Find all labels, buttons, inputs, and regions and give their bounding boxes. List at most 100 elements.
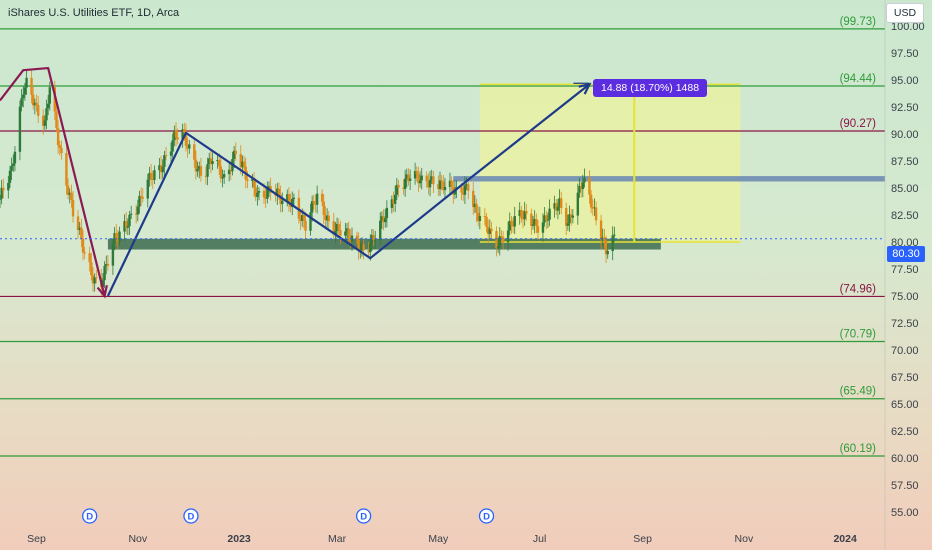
candle-body	[302, 215, 306, 221]
candle-body	[467, 183, 470, 191]
candle-body	[18, 106, 22, 152]
candle-body	[134, 213, 138, 215]
candle-body	[163, 155, 166, 167]
candle-body	[347, 228, 350, 239]
candle-body	[566, 223, 570, 226]
candle-body	[473, 203, 477, 208]
candle-body	[12, 163, 15, 167]
candle-body	[264, 197, 267, 199]
candle-body	[292, 197, 296, 199]
maroon-trendline-arrow	[96, 284, 108, 299]
candle-body	[81, 238, 85, 253]
candle-body	[281, 200, 284, 205]
candle-body	[599, 220, 603, 240]
y-tick-label: 55.00	[891, 507, 919, 519]
candle-body	[397, 184, 400, 188]
candle-body	[111, 244, 115, 266]
y-tick-label: 70.00	[891, 345, 919, 357]
candle-body	[345, 228, 349, 232]
candle-body	[219, 166, 223, 179]
candle-body	[320, 193, 324, 202]
candle-body	[312, 201, 316, 204]
candle-body	[66, 185, 70, 195]
candle-body	[70, 192, 73, 201]
currency-button[interactable]: USD	[886, 3, 924, 23]
y-tick-label: 57.50	[891, 480, 919, 492]
candle-body	[91, 275, 95, 284]
candle-body	[116, 238, 120, 242]
candle-body	[254, 187, 257, 197]
candle-body	[287, 194, 291, 203]
candle-body	[286, 194, 289, 201]
candle-body	[7, 182, 10, 191]
candle-body	[440, 180, 443, 182]
candle-body	[209, 158, 213, 165]
candle-body	[257, 191, 261, 193]
candle-body	[490, 228, 493, 232]
candle-body	[46, 103, 50, 109]
candle-body	[535, 219, 538, 227]
candle-body	[30, 77, 33, 95]
candle-body	[169, 151, 173, 156]
candle-body	[251, 178, 254, 181]
candle-body	[83, 252, 86, 254]
candle-body	[462, 192, 465, 195]
candle-body	[78, 227, 81, 230]
x-tick-label: Mar	[328, 533, 347, 545]
candle-body	[141, 197, 144, 199]
candle-body	[407, 174, 410, 181]
candle-body	[362, 244, 365, 251]
candle-body	[276, 188, 279, 196]
candle-body	[0, 187, 3, 199]
candle-body	[13, 151, 17, 164]
candle-body	[349, 238, 352, 242]
candle-body	[128, 214, 131, 227]
candle-body	[438, 180, 442, 190]
candle-body	[304, 220, 307, 231]
candle-body	[0, 198, 2, 200]
candle-body	[23, 87, 27, 95]
candle-body	[593, 207, 596, 209]
blue-trendline	[106, 83, 591, 297]
x-tick-label: Sep	[633, 533, 652, 545]
candle-body	[199, 166, 203, 176]
candle-body	[76, 216, 80, 230]
x-tick-label: May	[428, 533, 449, 545]
candle-body	[208, 158, 211, 165]
candle-body	[332, 221, 335, 235]
candle-body	[510, 220, 513, 225]
candle-body	[48, 87, 52, 104]
candle-body	[448, 180, 452, 187]
candle-body	[548, 208, 551, 220]
x-tick-label: 2024	[833, 533, 857, 545]
candle-body	[25, 77, 28, 88]
candle-body	[392, 199, 395, 204]
y-tick-label: 100.00	[891, 21, 925, 33]
candle-body	[10, 166, 13, 171]
y-tick-label: 97.50	[891, 48, 919, 60]
candle-body	[206, 164, 209, 177]
y-tick-label: 60.00	[891, 453, 919, 465]
candle-body	[472, 190, 475, 208]
candle-body	[568, 214, 571, 224]
candle-body	[533, 219, 536, 225]
candle-body	[171, 140, 174, 152]
candle-body	[174, 130, 178, 138]
candle-body	[420, 175, 423, 181]
candle-body	[350, 235, 354, 242]
candle-body	[465, 183, 468, 186]
candle-body	[41, 115, 45, 126]
candle-body	[369, 243, 372, 253]
level-label: (99.73)	[840, 16, 877, 28]
candle-body	[310, 201, 314, 213]
candle-body	[357, 239, 360, 252]
candle-body	[360, 244, 364, 251]
candle-body	[161, 166, 164, 173]
candle-body	[211, 161, 214, 165]
candle-body	[385, 207, 389, 219]
candle-body	[367, 250, 370, 253]
candle-body	[355, 235, 359, 240]
candle-body	[530, 213, 533, 226]
